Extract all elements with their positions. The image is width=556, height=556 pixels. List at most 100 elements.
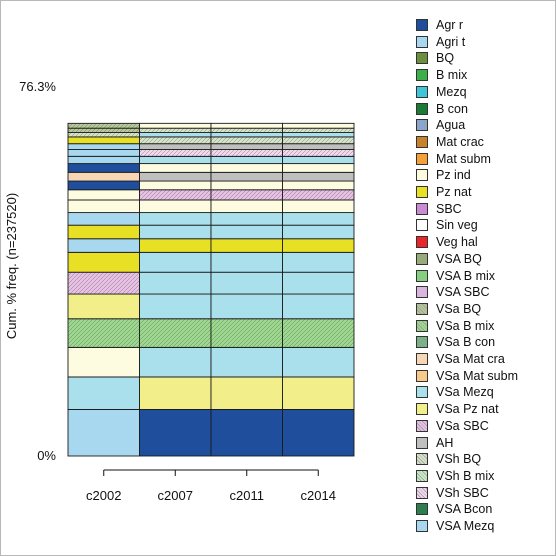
bar-segment-c2002-20: VSh BQ: 0.9 — [67, 132, 140, 138]
bar-segment-c2007-10: VSa Mezq: 2.6 — [139, 212, 212, 226]
legend-swatch — [416, 219, 428, 232]
legend-item: B con — [416, 102, 468, 116]
legend-label: VSh SBC — [436, 485, 489, 500]
legend-label: Sin veg — [436, 218, 478, 233]
bar-segment-c2002-15: Agr r: 1.8 — [67, 163, 140, 173]
bar-segment-c2002-14: VSa Mat cra: 1.8 — [67, 171, 140, 182]
bar-segment-c2011-22: Pz ind: 1 — [210, 122, 283, 129]
legend-label: BQ — [436, 51, 455, 66]
bar-segment-c2002-18: Agri t: 1.2 — [67, 143, 140, 150]
legend-label: VSa Pz nat — [436, 402, 499, 417]
bar-segment-c2007-19: VSh BQ: 1.4 — [139, 136, 212, 145]
bar-stack-c2014: Agr r: 9.6VSa Pz nat: 6.7VSa Mezq: 6.1VS… — [282, 122, 355, 457]
legend-swatch — [416, 152, 428, 165]
bar-segment-c2011-3: VSa Mezq: 6.1 — [210, 346, 283, 378]
bar-segment-c2011-10: VSa Mezq: 2.6 — [210, 212, 283, 226]
bar-segment-c2014-21: VSh BQ: 0.9 — [282, 127, 355, 134]
legend-swatch — [416, 436, 428, 449]
bar-segment-c2002-8: Agri t: 2.8 — [67, 238, 140, 253]
bar-segment-c2007-1: Agr r: 9.6 — [139, 408, 212, 457]
legend-item: Agua — [416, 118, 465, 132]
bar-segment-c2002-3: Pz ind: 6.1 — [67, 346, 140, 378]
bar-segment-c2007-2: VSa Pz nat: 6.7 — [139, 376, 212, 410]
bar-segment-c2011-8: Pz nat: 2.8 — [210, 238, 283, 253]
legend-label: AH — [436, 435, 454, 450]
legend-label: VSA Mezq — [436, 519, 495, 533]
bar-segment-c2011-14: AH: 1.8 — [210, 171, 283, 182]
bar-segment-c2014-5: VSa Mezq: 5.1 — [282, 293, 355, 320]
legend-item: BQ — [416, 51, 454, 65]
bar-segment-c2011-4: VSa B mix: 5.9 — [210, 318, 283, 348]
legend-swatch — [416, 369, 428, 382]
legend-item: VSa Mezq — [416, 385, 494, 399]
legend-item: VSh B mix — [416, 469, 494, 483]
legend-item: Mat subm — [416, 152, 491, 166]
bar-segment-c2011-6: VSa Mezq: 4.5 — [210, 271, 283, 295]
bar-segment-c2002-11: Pz ind: 2.6 — [67, 199, 140, 214]
legend-item: Agr r — [416, 18, 463, 32]
legend-item: VSA BQ — [416, 252, 482, 266]
legend-swatch — [416, 302, 428, 315]
legend-swatch — [416, 520, 428, 532]
legend-label: VSa Mezq — [436, 385, 494, 400]
legend-label: VSA Bcon — [436, 502, 493, 517]
bar-segment-c2002-9: Pz nat: 2.8 — [67, 224, 140, 240]
bar-segment-c2014-12: VSa SBC: 2.1 — [282, 189, 355, 201]
legend-item: SBC — [416, 202, 462, 216]
bar-segment-c2011-21: VSh BQ: 0.9 — [210, 127, 283, 134]
legend-swatch — [416, 35, 428, 48]
bar-segment-c2014-2: VSa Pz nat: 6.7 — [282, 376, 355, 410]
bar-segment-c2014-13: Pz ind: 1.8 — [282, 180, 355, 191]
bar-segment-c2014-19: VSh BQ: 1.4 — [282, 136, 355, 145]
legend-swatch — [416, 252, 428, 265]
legend-label: Agri t — [436, 34, 466, 49]
bar-segment-c2011-9: VSa Mezq: 2.8 — [210, 224, 283, 240]
bar-segment-c2002-7: Pz nat: 4.1 — [67, 251, 140, 273]
legend-swatch — [416, 236, 428, 249]
legend-swatch — [416, 503, 428, 516]
legend-item: Mat crac — [416, 135, 484, 149]
legend-label: B mix — [436, 68, 468, 83]
bar-segment-c2014-15: Pz ind: 1.8 — [282, 163, 355, 173]
legend-item: Sin veg — [416, 218, 478, 232]
x-tick-label-c2011: c2011 — [230, 488, 264, 503]
legend-item: VSa BQ — [416, 302, 481, 316]
bar-segment-c2011-1: Agr r: 9.6 — [210, 408, 283, 457]
bar-stack-c2007: Agr r: 9.6VSa Pz nat: 6.7VSa Mezq: 6.1VS… — [139, 122, 212, 457]
legend-swatch — [416, 286, 428, 299]
bar-segment-c2014-16: VSa Mezq: 1.5 — [282, 155, 355, 165]
bar-segment-c2011-13: Pz ind: 1.8 — [210, 180, 283, 191]
legend-swatch — [416, 169, 428, 182]
x-tick-label-c2002: c2002 — [86, 488, 121, 503]
legend-swatch — [416, 52, 428, 65]
legend-label: VSa B con — [436, 335, 496, 350]
bar-segment-c2007-22: Pz ind: 1 — [139, 122, 212, 129]
bar-segment-c2014-3: VSa Mezq: 6.1 — [282, 346, 355, 378]
x-tick-label-c2014: c2014 — [301, 488, 336, 503]
legend-label: Mezq — [436, 84, 467, 99]
bar-segment-c2002-22: VSa BQ: 1 — [67, 122, 140, 129]
bar-segment-c2002-5: VSa Pz nat: 5.1 — [67, 293, 140, 320]
bar-segment-c2007-4: VSa B mix: 5.9 — [139, 318, 212, 348]
legend-item: VSA B mix — [416, 269, 495, 283]
legend-label: Agua — [436, 118, 466, 133]
legend-swatch — [416, 403, 428, 416]
legend-item: VSA SBC — [416, 285, 490, 299]
bar-segment-c2007-15: Pz ind: 1.8 — [139, 163, 212, 173]
legend-swatch — [416, 202, 428, 215]
bar-segment-c2002-21: VSa BQ: 0.9 — [67, 127, 140, 134]
bar-segment-c2011-15: Pz ind: 1.8 — [210, 163, 283, 173]
bar-segment-c2002-10: Agri t: 2.6 — [67, 212, 140, 226]
bar-segment-c2002-2: VSa Mezq: 6.7 — [67, 376, 140, 410]
bar-segment-c2014-22: Pz ind: 1 — [282, 122, 355, 129]
legend-swatch — [416, 386, 428, 399]
legend-swatch — [416, 119, 428, 132]
legend-swatch — [416, 419, 428, 432]
axes-group: Cum. % freq. (n=237520) 76.3% 0% c2002 c2… — [4, 79, 336, 503]
bar-segment-c2014-14: AH: 1.8 — [282, 171, 355, 182]
bar-segment-c2014-6: VSa Mezq: 4.5 — [282, 271, 355, 295]
bar-segment-c2014-10: VSa Mezq: 2.6 — [282, 212, 355, 226]
legend-item: VSA Bcon — [416, 502, 492, 516]
legend-label: VSa SBC — [436, 418, 489, 433]
